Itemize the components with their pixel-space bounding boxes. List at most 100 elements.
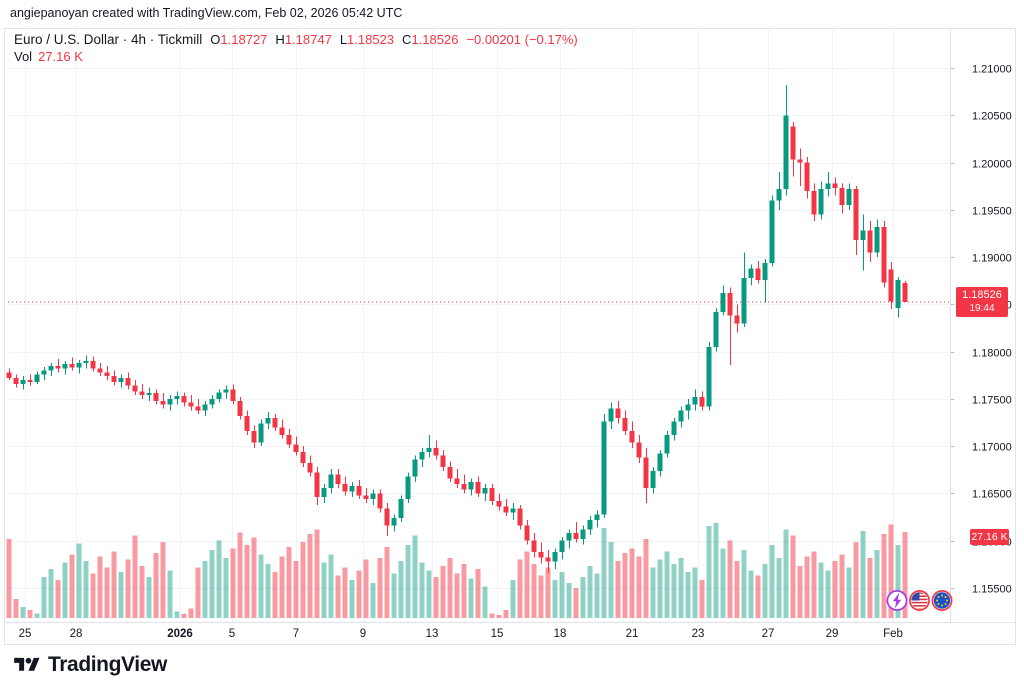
candle-down — [545, 557, 551, 562]
volume-bar — [874, 549, 880, 618]
candle-down — [181, 396, 187, 403]
candle-down — [643, 457, 649, 488]
candle-down — [811, 190, 817, 215]
candle-up — [678, 410, 684, 422]
eu-flag-event-icon[interactable] — [931, 590, 953, 611]
candle-up — [209, 398, 215, 405]
symbol-title: Euro / U.S. Dollar · 4h · Tickmill — [14, 32, 203, 47]
us-flag-event-icon[interactable] — [909, 590, 930, 611]
volume-bar — [783, 529, 789, 618]
candle-down — [832, 183, 838, 189]
volume-bar — [265, 564, 271, 618]
candle-down — [839, 188, 845, 206]
volume-bar — [48, 568, 54, 618]
volume-bar — [860, 530, 866, 618]
volume-bar — [167, 570, 173, 618]
price-tick-label: 1.15500 — [972, 584, 1012, 596]
time-tick-label: 9 — [360, 628, 366, 640]
volume-bar — [601, 527, 607, 618]
candle-down — [615, 408, 621, 418]
volume-bar — [146, 576, 152, 618]
tradingview-logo[interactable]: TradingView — [14, 653, 167, 677]
volume-bar — [895, 545, 901, 618]
candle-up — [657, 453, 663, 471]
candle-down — [356, 485, 362, 496]
volume-bar — [398, 561, 404, 618]
volume-bar — [587, 565, 593, 618]
tradingview-logo-mark-icon — [14, 657, 40, 671]
candle-up — [328, 474, 334, 488]
volume-bar — [195, 567, 201, 618]
candle-up — [20, 380, 26, 384]
time-tick-label: 25 — [19, 628, 32, 640]
candle-up — [552, 552, 558, 562]
candle-down — [433, 448, 439, 456]
widget-border — [4, 28, 1016, 645]
candle-up — [62, 363, 68, 369]
volume-bar — [573, 587, 579, 618]
candle-up — [860, 230, 866, 241]
us-flag — [911, 592, 928, 609]
volume-bar — [13, 599, 19, 618]
candle-up — [601, 421, 607, 515]
time-tick-label: 21 — [626, 628, 639, 640]
candle-down — [447, 466, 453, 479]
candle-down — [314, 472, 320, 498]
candle-up — [650, 470, 656, 488]
volume-bar — [153, 553, 159, 618]
volume-bar — [608, 542, 614, 618]
candle-down — [888, 269, 894, 302]
candle-up — [587, 519, 593, 530]
volume-bar — [629, 548, 635, 618]
time-tick-label: 5 — [229, 628, 235, 640]
volume-bar — [335, 575, 341, 618]
volume-bar — [685, 572, 691, 618]
candle-down — [636, 442, 642, 458]
candle-up — [321, 487, 327, 498]
candle-down — [461, 484, 467, 490]
volume-bar — [55, 580, 61, 618]
volume-bar — [461, 564, 467, 618]
volume-bar — [349, 580, 355, 618]
candle-up — [664, 434, 670, 454]
candle-up — [202, 404, 208, 411]
volume-bar — [713, 523, 719, 618]
candle-down — [755, 268, 761, 280]
candle-up — [391, 518, 397, 526]
candle-up — [685, 404, 691, 411]
volume-bar — [776, 557, 782, 618]
candle-up — [223, 389, 229, 393]
economic-event-icon[interactable] — [886, 590, 908, 611]
volume-bar — [538, 575, 544, 618]
candle-down — [573, 533, 579, 539]
time-axis[interactable] — [4, 622, 950, 644]
candle-up — [216, 392, 222, 399]
ohlc-readout: O 1.18727 H 1.18747 L 1.18523 C 1.18526 — [210, 32, 458, 47]
candle-down — [153, 393, 159, 401]
volume-bar — [762, 564, 768, 618]
candle-down — [377, 493, 383, 509]
price-tick-label: 1.16500 — [972, 489, 1012, 501]
candle-up — [174, 396, 180, 399]
volume-bar — [447, 557, 453, 618]
candle-down — [272, 417, 278, 428]
candle-up — [398, 499, 404, 519]
volume-bar — [356, 570, 362, 618]
volume-bar — [216, 540, 222, 618]
candle-down — [727, 293, 733, 316]
volume-bar — [104, 567, 110, 618]
volume-bar — [20, 606, 26, 618]
volume-bar — [279, 556, 285, 618]
volume-bar — [412, 535, 418, 618]
candle-up — [349, 485, 355, 492]
volume-bar — [692, 567, 698, 618]
volume-bar — [552, 580, 558, 618]
event-markers — [886, 590, 953, 611]
time-tick-label: 18 — [554, 628, 567, 640]
candle-up — [146, 393, 152, 396]
volume-bar — [503, 610, 509, 618]
time-tick-label: 13 — [426, 628, 439, 640]
candle-down — [125, 378, 131, 386]
time-tick-label: 15 — [491, 628, 504, 640]
